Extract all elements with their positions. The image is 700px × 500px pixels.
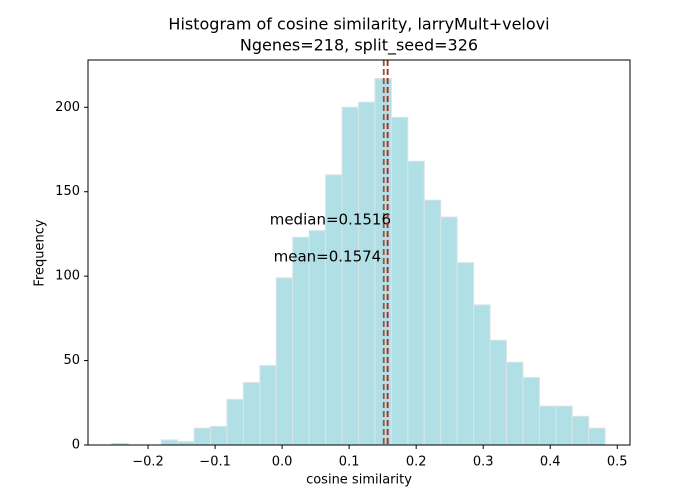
bar bbox=[440, 216, 458, 446]
x-tick-label: −0.1 bbox=[199, 455, 231, 470]
annotation: median=0.1516 bbox=[270, 211, 391, 229]
bar bbox=[210, 425, 228, 446]
annotation: mean=0.1574 bbox=[274, 248, 382, 266]
bar bbox=[341, 106, 360, 446]
bar bbox=[275, 277, 294, 446]
y-tick-label: 200 bbox=[55, 100, 80, 115]
bar bbox=[555, 405, 573, 446]
y-tick-label: 50 bbox=[63, 353, 80, 368]
bar bbox=[489, 339, 507, 446]
bar bbox=[390, 116, 409, 446]
bar bbox=[588, 427, 606, 446]
y-tick-label: 150 bbox=[55, 184, 80, 199]
bar bbox=[505, 361, 524, 446]
y-tick-label: 0 bbox=[72, 438, 80, 453]
bar bbox=[538, 405, 557, 446]
x-tick-label: −0.2 bbox=[132, 455, 164, 470]
bar bbox=[292, 236, 310, 446]
x-tick-label: 0.1 bbox=[339, 455, 360, 470]
y-tick-label: 100 bbox=[55, 269, 80, 284]
bar bbox=[423, 199, 442, 446]
x-tick-label: 0.3 bbox=[473, 455, 494, 470]
bar bbox=[160, 439, 179, 446]
x-tick-label: 0.2 bbox=[406, 455, 427, 470]
chart-subtitle: Ngenes=218, split_seed=326 bbox=[240, 36, 478, 56]
bar bbox=[226, 398, 244, 446]
x-tick-label: 0.0 bbox=[272, 455, 293, 470]
bar bbox=[358, 101, 376, 446]
bar bbox=[407, 160, 425, 446]
chart-title: Histogram of cosine similarity, larryMul… bbox=[168, 15, 549, 34]
bar bbox=[193, 427, 212, 446]
bar bbox=[522, 376, 540, 446]
y-axis-label: Frequency bbox=[33, 219, 48, 286]
bar bbox=[242, 382, 261, 446]
x-axis-label: cosine similarity bbox=[306, 473, 412, 488]
plot-frame bbox=[87, 59, 631, 446]
x-tick-label: 0.5 bbox=[607, 455, 628, 470]
x-tick-label: 0.4 bbox=[540, 455, 561, 470]
bar bbox=[456, 262, 475, 446]
bar bbox=[571, 415, 590, 446]
bar bbox=[177, 441, 195, 446]
bar bbox=[473, 304, 491, 446]
bar bbox=[259, 365, 277, 446]
